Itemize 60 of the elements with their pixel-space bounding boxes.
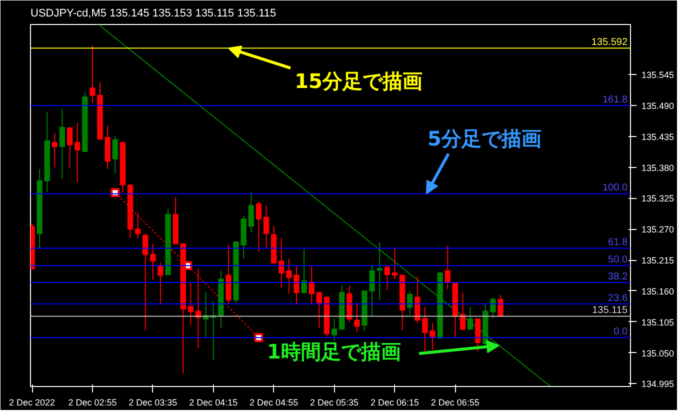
candlestick	[142, 233, 148, 331]
candlestick	[150, 243, 156, 280]
candlestick	[158, 262, 164, 304]
candlestick	[475, 318, 481, 352]
y-tick-label: 135.160	[642, 286, 674, 296]
candlestick	[188, 282, 194, 326]
candlestick	[301, 248, 307, 294]
candlestick	[59, 108, 66, 180]
y-tick-label: 135.105	[642, 317, 674, 328]
candlestick	[134, 212, 141, 239]
y-tick-label: 135.050	[642, 348, 674, 358]
y-tick-label: 135.435	[642, 132, 674, 142]
candlestick	[112, 136, 118, 174]
candlestick	[498, 294, 504, 317]
y-tick-label: 135.215	[642, 256, 674, 266]
candlestick	[467, 306, 474, 330]
y-tick-label: 135.545	[642, 70, 674, 80]
candlestick	[278, 237, 284, 289]
candlestick	[392, 248, 398, 280]
candlestick	[316, 292, 322, 329]
candlestick	[256, 201, 262, 252]
candlestick	[354, 302, 360, 332]
x-tick-label: 2 Dec 03:35	[128, 398, 178, 408]
x-tick-label: 2 Dec 04:55	[250, 398, 298, 408]
annotation: 0.0	[614, 326, 628, 338]
x-tick-label: 2 Dec 02:55	[68, 398, 117, 408]
y-tick-label: 135.270	[642, 224, 674, 235]
ref-line-label: 135.592	[591, 37, 628, 48]
ref-line-label: 135.115	[592, 305, 628, 316]
candlestick	[444, 244, 450, 290]
candlestick	[331, 318, 338, 342]
candlestick	[74, 122, 80, 183]
candlestick	[460, 292, 466, 331]
annotation: 15分足で描画	[294, 69, 422, 94]
candlestick	[52, 132, 58, 168]
annotation: 1時間足で描画	[267, 339, 401, 364]
chart-title: USDJPY-cd,M5 135.145 135.153 135.115 135.115	[30, 8, 276, 20]
annotation: 5分足で描画	[428, 126, 542, 151]
x-tick-label: 2 Dec 05:35	[310, 398, 359, 408]
x-tick-label: 2 Dec 2022	[8, 398, 56, 408]
candlestick	[384, 265, 390, 290]
y-tick-label: 135.490	[642, 100, 674, 111]
annotation: 23.6	[608, 292, 628, 304]
annotation: 161.8	[602, 94, 628, 106]
candlestick	[263, 205, 270, 249]
candlestick	[248, 192, 254, 233]
y-tick-label: 134.995	[642, 379, 674, 390]
x-tick-label: 2 Dec 04:15	[189, 398, 238, 408]
candlestick	[66, 127, 73, 169]
annotation: 38.2	[608, 272, 628, 283]
annotation: 61.8	[608, 237, 628, 248]
x-tick-label: 2 Dec 06:55	[430, 398, 480, 408]
candlestick	[376, 242, 382, 300]
y-tick-label: 135.380	[642, 162, 674, 173]
x-tick-label: 2 Dec 06:15	[370, 398, 420, 408]
annotation: 100.0	[602, 182, 628, 194]
y-tick-label: 135.325	[642, 194, 674, 204]
candlestick	[369, 264, 375, 317]
annotation: 50.0	[608, 254, 628, 266]
candlestick	[308, 266, 314, 305]
